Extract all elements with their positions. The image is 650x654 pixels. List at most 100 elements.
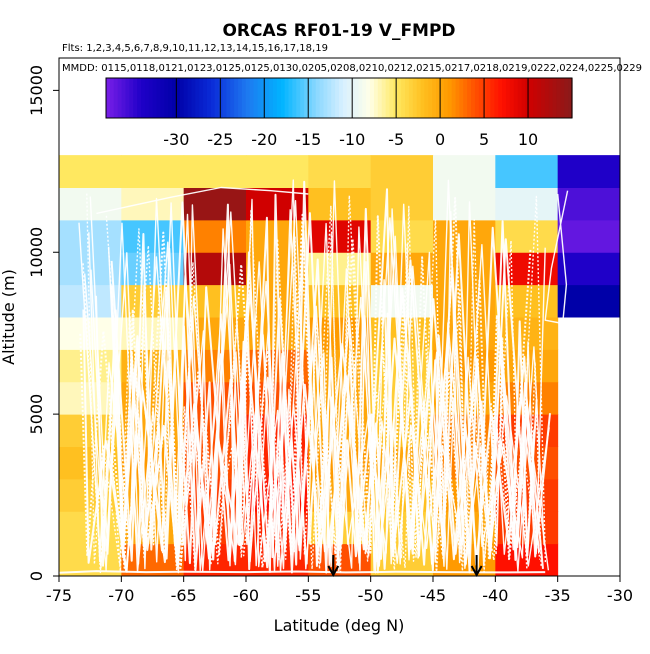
colorbar-swatch (486, 78, 492, 118)
colorbar-swatch (366, 78, 371, 118)
heatmap-cell (495, 317, 559, 350)
colorbar-swatch (385, 78, 391, 118)
colorbar-swatch (144, 78, 150, 118)
y-axis-label: Altitude (m) (0, 269, 18, 365)
colorbar-swatch (125, 78, 130, 118)
flight-track (96, 186, 309, 215)
flights-label: Flts: 1,2,3,4,5,6,7,8,9,10,11,12,13,14,1… (62, 43, 328, 54)
colorbar-swatch (478, 78, 484, 118)
colorbar-swatch (288, 78, 293, 118)
heatmap-cell (433, 187, 496, 221)
colorbar-swatch (540, 78, 546, 118)
colorbar-swatch (206, 78, 212, 118)
colorbar-swatch (498, 78, 503, 118)
colorbar-swatch (307, 78, 313, 118)
colorbar-swatch (377, 78, 383, 118)
colorbar-swatch (494, 78, 499, 118)
colorbar-swatch (331, 78, 336, 118)
colorbar-swatch (323, 78, 328, 118)
colorbar-swatch (358, 78, 363, 118)
colorbar-swatch (199, 78, 204, 118)
colorbar-swatch (451, 78, 457, 118)
colorbar-swatch (175, 78, 181, 118)
colorbar-swatch (552, 78, 558, 118)
colorbar-swatch (121, 78, 127, 118)
colorbar-swatch (272, 78, 278, 118)
x-tick-label: -50 (358, 586, 384, 605)
colorbar-swatch (397, 78, 402, 118)
colorbar-swatch (168, 78, 173, 118)
colorbar-swatch (339, 78, 344, 118)
colorbar-swatch (296, 78, 301, 118)
heatmap-cell (495, 155, 559, 188)
colorbar-swatch (373, 78, 379, 118)
colorbar-swatch (210, 78, 216, 118)
heatmap-cell (495, 187, 559, 221)
colorbar-swatch (393, 78, 398, 118)
chart-title: ORCAS RF01-19 V_FMPD (222, 21, 455, 41)
x-tick-label: -35 (545, 586, 571, 605)
colorbar-swatch (346, 78, 352, 118)
colorbar-swatch (401, 78, 406, 118)
colorbar-swatch (179, 78, 185, 118)
x-tick-label: -30 (607, 586, 633, 605)
colorbar-swatch (482, 78, 488, 118)
colorbar-swatch (311, 78, 317, 118)
colorbar-tick-label: -30 (163, 130, 189, 149)
colorbar-swatch (529, 78, 534, 118)
flight-track (86, 193, 542, 573)
colorbar-swatch (191, 78, 196, 118)
colorbar-swatch (261, 78, 266, 118)
colorbar-swatch (265, 78, 270, 118)
colorbar-swatch (292, 78, 297, 118)
colorbar-swatch (113, 78, 119, 118)
colorbar-tick-label: -10 (339, 130, 365, 149)
colorbar-swatch (129, 78, 134, 118)
colorbar-swatch (405, 78, 410, 118)
colorbar-swatch (304, 78, 309, 118)
heatmap-cell (557, 284, 621, 318)
heatmap-cell (557, 219, 621, 253)
colorbar-swatch (117, 78, 123, 118)
colorbar-swatch (106, 78, 111, 118)
colorbar-swatch (537, 78, 542, 118)
colorbar-swatch (505, 78, 511, 118)
heatmap-cell (246, 155, 309, 188)
colorbar-swatch (436, 78, 441, 118)
heatmap-cell (183, 155, 247, 188)
heatmap-cell (308, 219, 372, 253)
colorbar-swatch (370, 78, 375, 118)
colorbar-swatch (513, 78, 519, 118)
colorbar-swatch (137, 78, 142, 118)
y-axis: 0 5000 10000 15000 (27, 65, 59, 581)
colorbar-swatch (424, 78, 429, 118)
colorbar-swatch (245, 78, 251, 118)
flight-track (84, 209, 550, 573)
colorbar-swatch (560, 78, 565, 118)
x-axis: -75 -70 -65 -60 -55 -50 -45 -40 -35 -30 (46, 576, 633, 605)
colorbar-swatch (172, 78, 177, 118)
colorbar-swatch (214, 78, 220, 118)
flight-track (544, 190, 569, 325)
arrow-head (327, 565, 340, 578)
colorbar-frame (105, 77, 573, 119)
heatmap-cell (370, 187, 434, 221)
colorbar-swatch (152, 78, 158, 118)
colorbar-swatch (280, 78, 286, 118)
colorbar-swatch (335, 78, 340, 118)
arrow-head (470, 565, 483, 578)
x-tick-label: -70 (108, 586, 134, 605)
colorbar-swatch (455, 78, 460, 118)
x-tick-label: -65 (171, 586, 197, 605)
colorbar-swatch (234, 78, 239, 118)
colorbar-swatch (544, 78, 550, 118)
colorbar-swatch (471, 78, 476, 118)
heatmap-cell (121, 187, 185, 221)
colorbar-swatch (412, 78, 418, 118)
colorbar-swatch (253, 78, 259, 118)
heatmap-cell (246, 187, 309, 221)
colorbar-swatch (408, 78, 414, 118)
flight-track (82, 195, 547, 574)
x-tick-label: -75 (46, 586, 72, 605)
